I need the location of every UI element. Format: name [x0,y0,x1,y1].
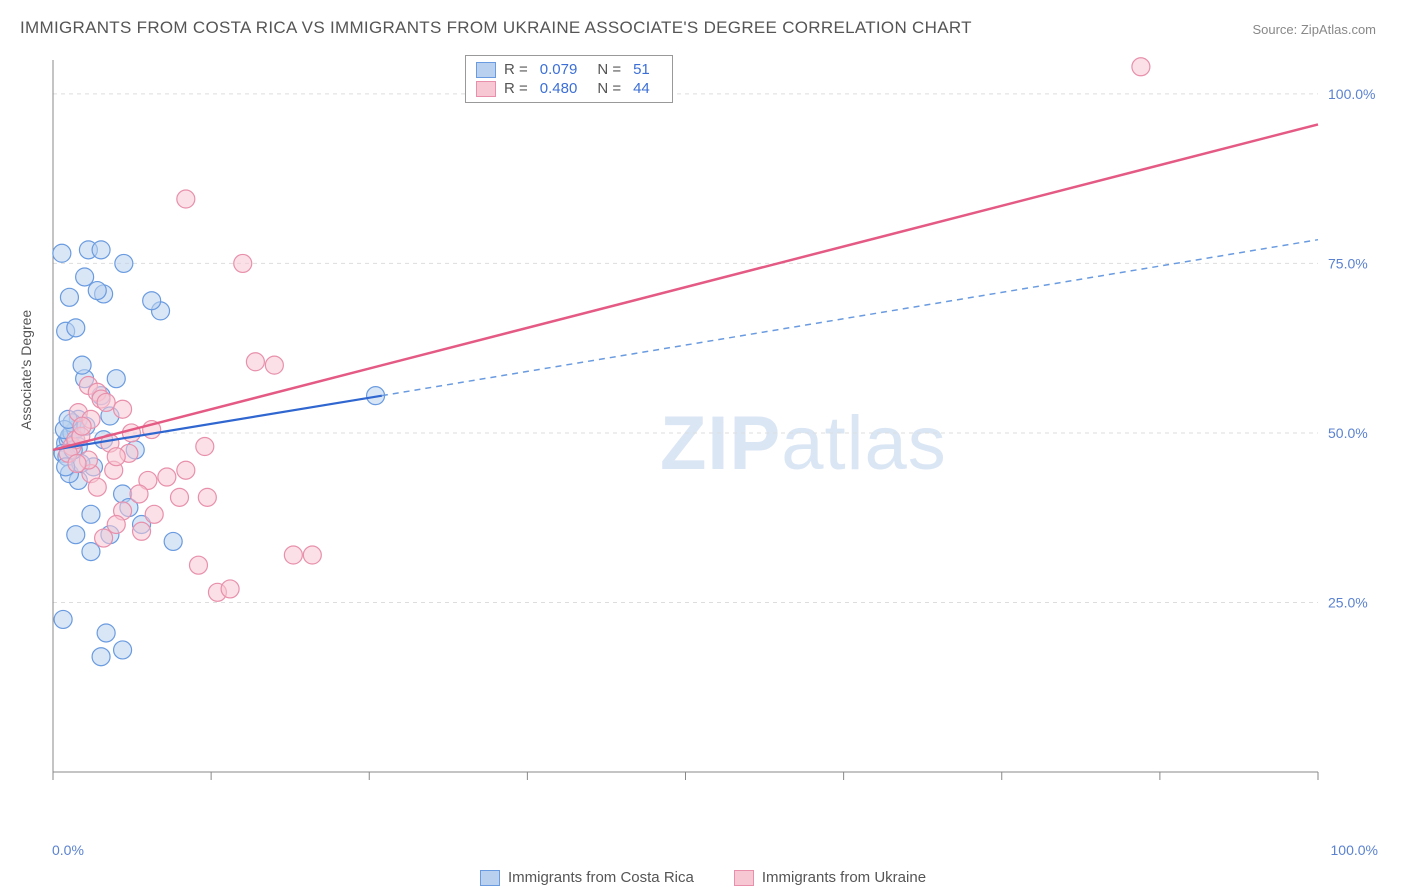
legend-stats: R = 0.079 N = 51 R = 0.480 N = 44 [465,55,673,103]
legend-n-value: 44 [633,80,650,97]
legend-bottom-item: Immigrants from Costa Rica [480,869,694,886]
legend-stat-row: R = 0.480 N = 44 [476,79,662,98]
legend-label: Immigrants from Ukraine [762,869,926,886]
legend-n-label: N = [597,61,621,78]
legend-stat-row: R = 0.079 N = 51 [476,60,662,79]
legend-swatch [734,870,754,886]
legend-r-value: 0.480 [540,80,578,97]
legend-swatch [480,870,500,886]
legend-bottom: Immigrants from Costa Rica Immigrants fro… [0,869,1406,886]
legend-n-value: 51 [633,61,650,78]
legend-n-label: N = [597,80,621,97]
svg-text:100.0%: 100.0% [1328,86,1375,102]
legend-swatch [476,62,496,78]
legend-bottom-item: Immigrants from Ukraine [734,869,926,886]
x-axis-min-label: 0.0% [52,842,84,858]
svg-text:50.0%: 50.0% [1328,425,1368,441]
scatter-plot: 25.0% 50.0% 75.0% 100.0% [48,52,1378,812]
legend-r-value: 0.079 [540,61,578,78]
legend-swatch [476,81,496,97]
legend-r-label: R = [504,61,528,78]
y-axis-label: Associate's Degree [18,310,34,430]
legend-label: Immigrants from Costa Rica [508,869,694,886]
chart-title: IMMIGRANTS FROM COSTA RICA VS IMMIGRANTS… [20,18,972,38]
svg-text:75.0%: 75.0% [1328,255,1368,271]
svg-text:25.0%: 25.0% [1328,594,1368,610]
legend-r-label: R = [504,80,528,97]
x-axis-max-label: 100.0% [1331,842,1378,858]
source-label: Source: ZipAtlas.com [1252,22,1376,37]
